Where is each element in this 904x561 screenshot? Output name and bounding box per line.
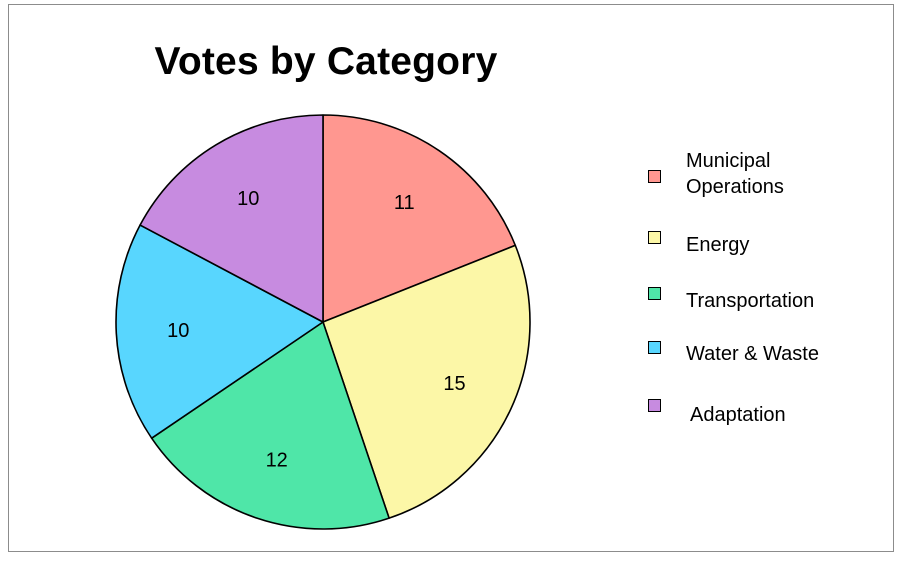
- pie-slice-water-waste: [115, 224, 324, 439]
- data-label-adaptation: 10: [237, 188, 259, 210]
- pie-slice-energy: [322, 244, 531, 519]
- data-label-transportation: 12: [266, 449, 288, 471]
- pie-slice-transportation: [150, 321, 390, 530]
- pie-slice-municipal-operations: [322, 114, 517, 323]
- data-label-municipal-operations: 11: [394, 192, 415, 214]
- chart-title: Votes by Category: [154, 40, 498, 83]
- data-label-energy: 15: [443, 373, 465, 395]
- data-label-water-waste: 10: [167, 320, 189, 342]
- pie-slice-adaptation: [139, 114, 324, 323]
